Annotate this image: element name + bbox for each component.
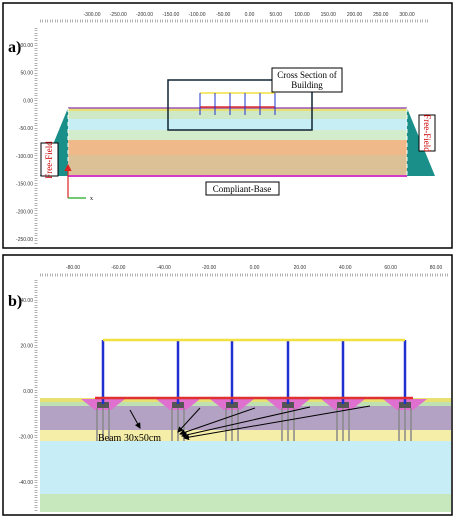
x-tick-label: -250.00 xyxy=(110,12,127,18)
free-field-label: Free-Field xyxy=(44,141,54,179)
x-tick-label: 60.00 xyxy=(384,265,397,271)
pile-cap xyxy=(399,402,411,408)
building xyxy=(81,338,427,441)
pile-cap xyxy=(337,402,349,408)
x-tick-label: -100.00 xyxy=(189,12,206,18)
base-label: Compliant-Base xyxy=(213,184,272,194)
x-tick-label: 0.00 xyxy=(245,12,255,18)
axis-label: x xyxy=(90,196,93,202)
panel-a: Cross Section of Building Free-Field Free… xyxy=(2,2,453,249)
soil-layer xyxy=(68,111,407,119)
arrows xyxy=(129,405,371,441)
pile-cap xyxy=(97,402,109,408)
y-tick-label: -150.00 xyxy=(16,182,33,188)
label-box xyxy=(418,114,436,152)
x-tick-label: 150.00 xyxy=(321,12,337,18)
panel-label: a) xyxy=(8,39,21,56)
soil-layer xyxy=(68,130,407,140)
soil-layer xyxy=(40,441,451,494)
label-box xyxy=(40,142,59,177)
building xyxy=(199,92,276,115)
soil-layer xyxy=(40,494,451,512)
x-tick-label: 250.00 xyxy=(373,12,389,18)
pile-cap xyxy=(226,402,238,408)
soil-layer xyxy=(68,155,407,176)
y-tick-label: -20.00 xyxy=(19,435,33,441)
y-tick-label: 40.00 xyxy=(20,298,33,304)
y-tick-label: 20.00 xyxy=(20,344,33,350)
y-tick-label: 50.00 xyxy=(20,71,33,77)
x-tick-label: -200.00 xyxy=(136,12,153,18)
x-tick-label: 100.00 xyxy=(294,12,310,18)
y-tick-label: 0.00 xyxy=(23,98,33,104)
y-tick-label: -50.00 xyxy=(19,126,33,132)
x-tick-label: -50.00 xyxy=(216,12,230,18)
x-tick-label: 0.00 xyxy=(250,265,260,271)
x-tick-label: 80.00 xyxy=(430,265,443,271)
soil-layer xyxy=(68,108,407,111)
beam-label: Beam 30x50cm xyxy=(98,433,161,444)
x-tick-label: 40.00 xyxy=(339,265,352,271)
y-tick-label: 0.00 xyxy=(23,389,33,395)
free-field-label: Free-Field xyxy=(422,114,432,152)
zoom-box xyxy=(167,79,313,131)
x-tick-label: 200.00 xyxy=(347,12,363,18)
soil-layer xyxy=(40,430,451,441)
x-tick-label: 20.00 xyxy=(294,265,307,271)
building-label: Cross Section of Building xyxy=(277,70,337,90)
y-tick-label: 100.00 xyxy=(18,43,34,49)
y-tick-label: -40.00 xyxy=(19,480,33,486)
x-tick-label: -40.00 xyxy=(157,265,171,271)
panel-label: b) xyxy=(8,293,22,310)
pile-cap xyxy=(172,402,184,408)
x-tick-label: -150.00 xyxy=(162,12,179,18)
soil-layer xyxy=(68,119,407,130)
soil-layer xyxy=(68,140,407,155)
y-tick-label: -250.00 xyxy=(16,237,33,243)
panel-b: Beam 30x50cm b) xyxy=(2,254,453,516)
x-tick-label: -20.00 xyxy=(202,265,216,271)
x-tick-label: 50.00 xyxy=(269,12,282,18)
x-tick-label: -80.00 xyxy=(66,265,80,271)
y-tick-label: -100.00 xyxy=(16,154,33,160)
x-tick-label: -300.00 xyxy=(84,12,101,18)
label-box xyxy=(271,67,343,93)
y-tick-label: -200.00 xyxy=(16,209,33,215)
label-box xyxy=(205,181,280,196)
x-tick-label: -60.00 xyxy=(111,265,125,271)
x-tick-label: 300.00 xyxy=(399,12,415,18)
pile-cap xyxy=(282,402,294,408)
